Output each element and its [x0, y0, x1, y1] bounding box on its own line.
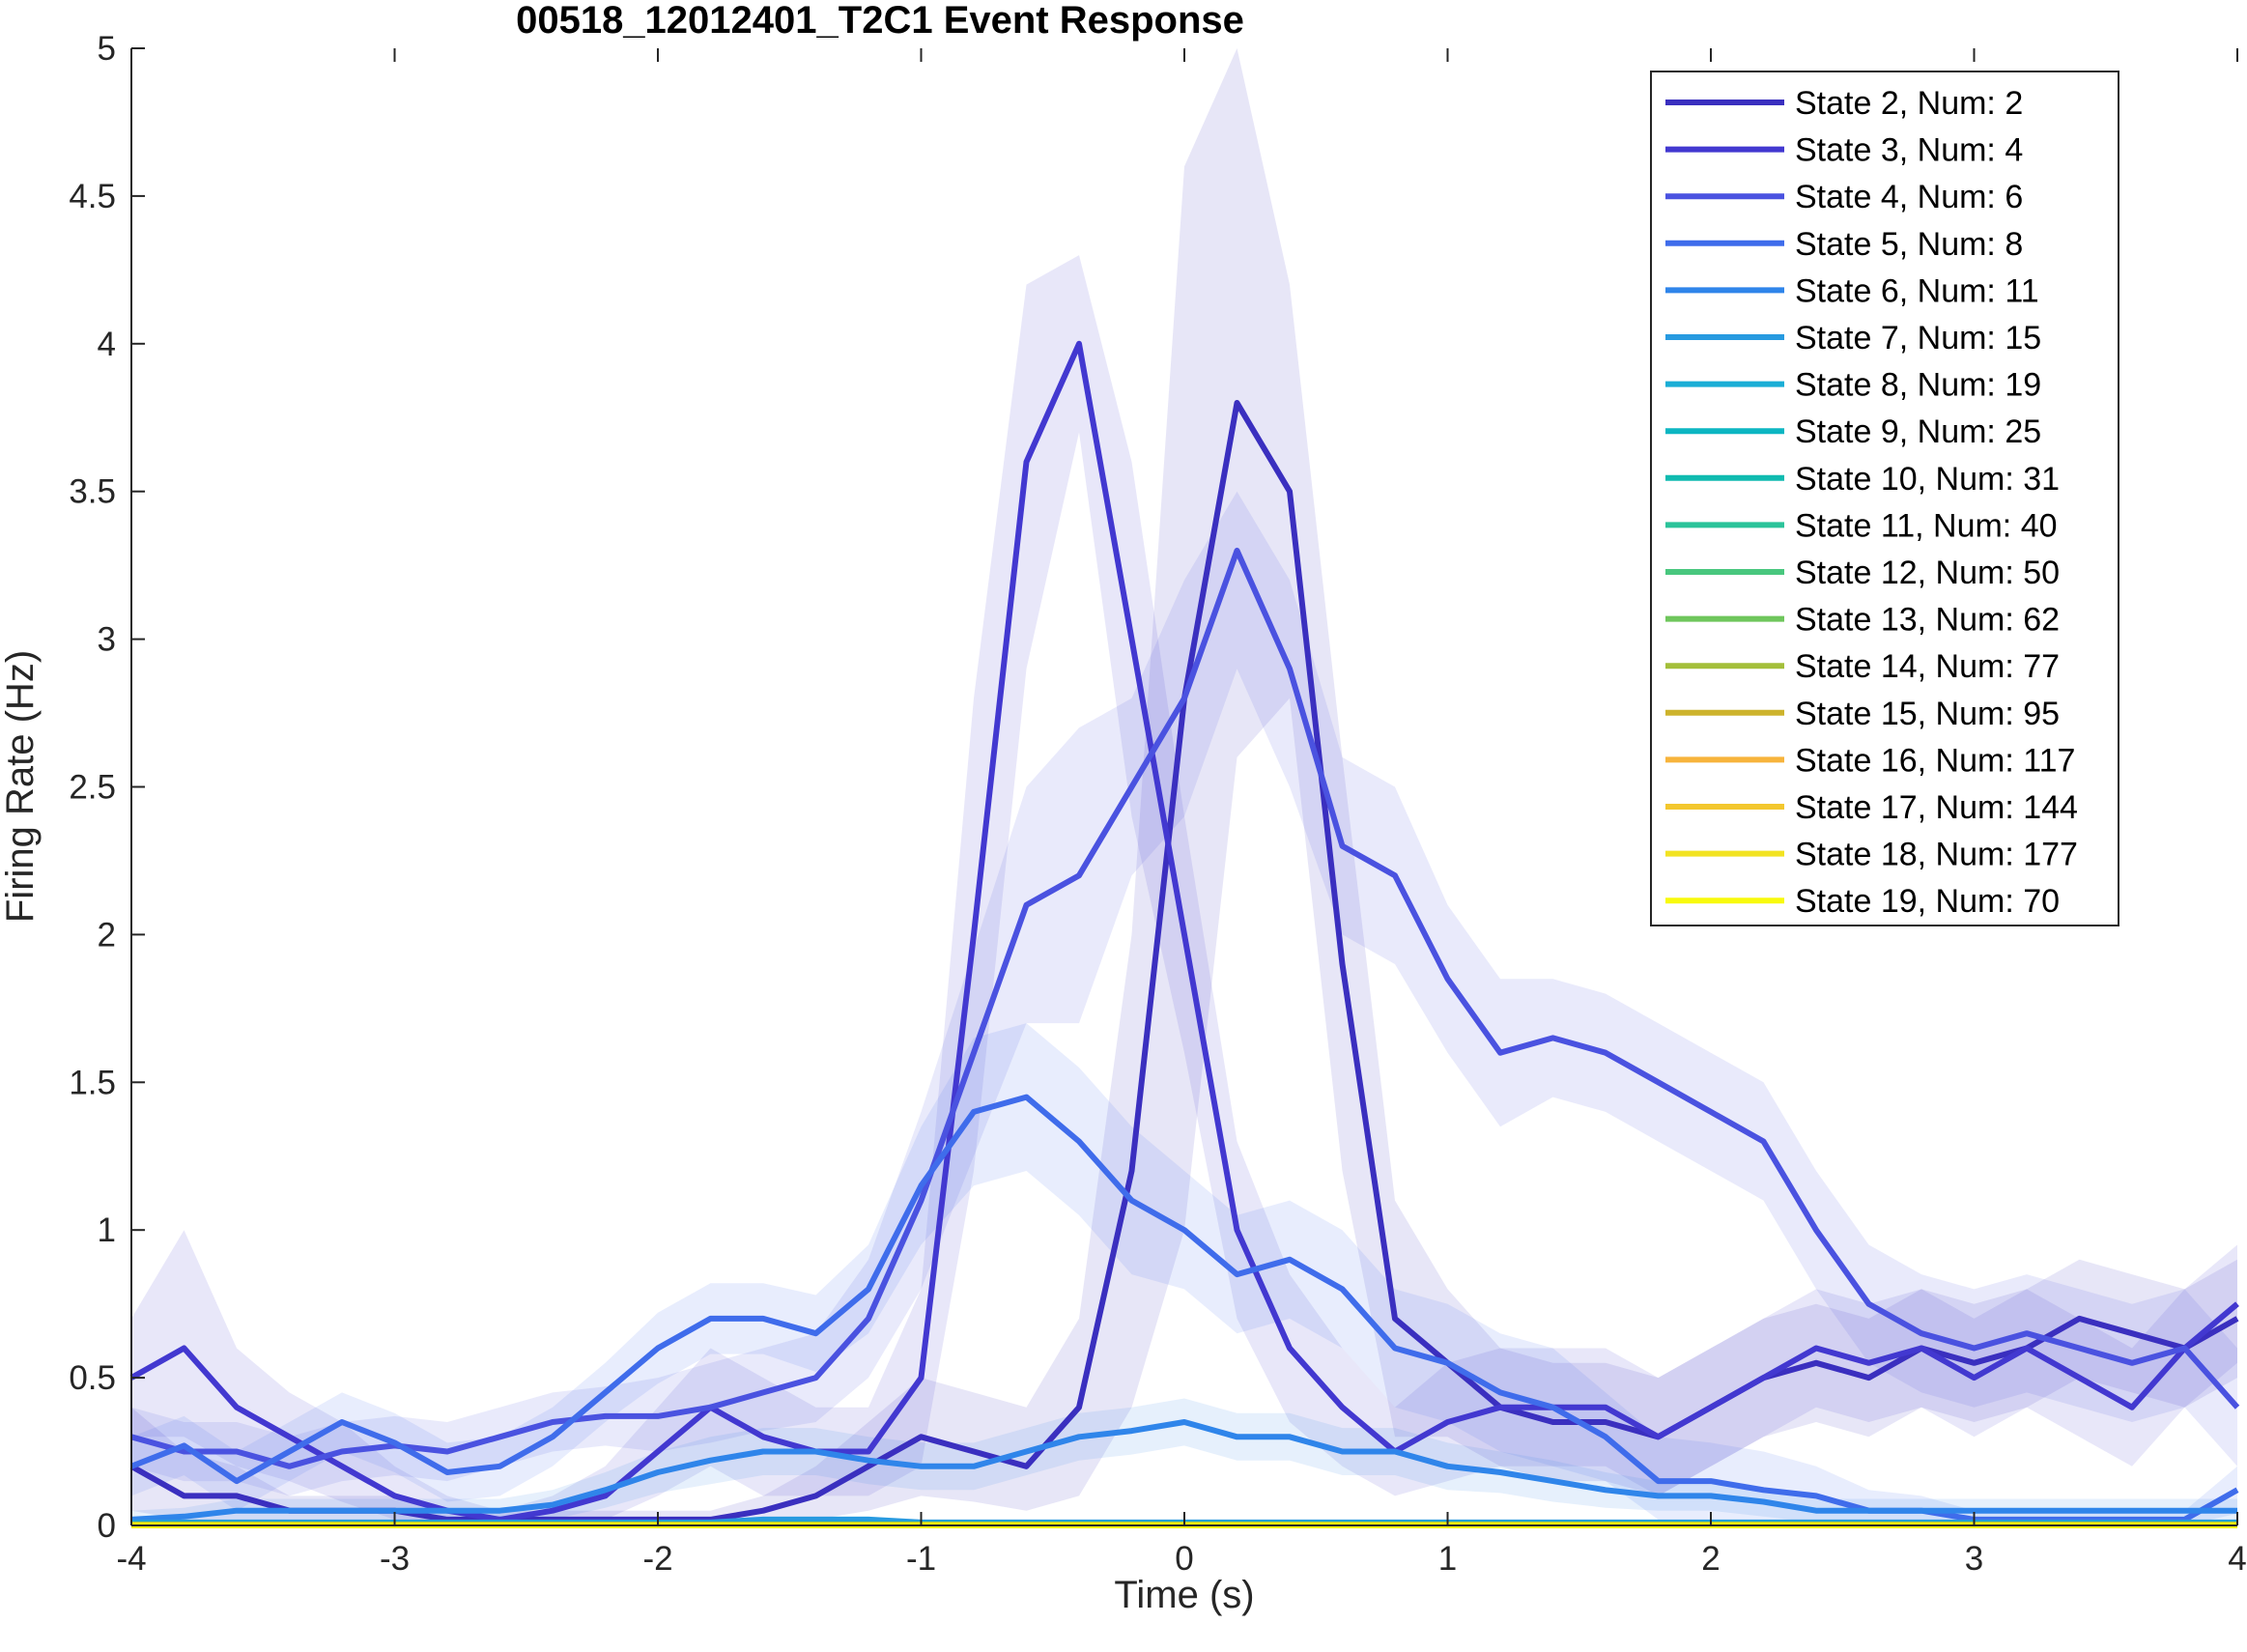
y-tick-label: 2.5 [69, 769, 116, 807]
y-tick-label: 5 [98, 30, 116, 68]
y-tick-label: 1 [98, 1211, 116, 1249]
chart-title: 00518_12012401_T2C1 Event Response [516, 0, 1244, 42]
x-tick-label: 2 [1701, 1540, 1720, 1578]
legend-label: State 18, Num: 177 [1795, 837, 2078, 873]
x-ticks: -4 -3 -2 -1 0 1 2 3 4 [116, 48, 2247, 1578]
y-tick-label: 3 [98, 621, 116, 659]
y-tick-label: 3.5 [69, 473, 116, 511]
x-axis-label: Time (s) [1114, 1574, 1254, 1616]
legend-label: State 5, Num: 8 [1795, 226, 2023, 263]
legend-label: State 15, Num: 95 [1795, 696, 2060, 732]
y-tick-label: 4.5 [69, 178, 116, 215]
y-tick-label: 1.5 [69, 1064, 116, 1101]
legend-box [1650, 71, 2119, 926]
x-tick-label: 1 [1438, 1540, 1457, 1578]
x-tick-label: -3 [380, 1540, 410, 1578]
band-state-5-num-8 [131, 1023, 2237, 1525]
y-axis-label: Firing Rate (Hz) [0, 650, 42, 923]
legend-label: State 13, Num: 62 [1795, 602, 2060, 639]
x-tick-label: -1 [906, 1540, 936, 1578]
y-tick-label: 0.5 [69, 1359, 116, 1397]
legend-label: State 19, Num: 70 [1795, 883, 2060, 920]
line-state-3-num-4 [129, 340, 2239, 1523]
line-state-6-num-11 [130, 1419, 2237, 1523]
x-tick-label: -4 [116, 1540, 146, 1578]
y-ticks: 0 0.5 1 1.5 2 2.5 3 3.5 4 4.5 5 [69, 30, 145, 1545]
legend-label: State 12, Num: 50 [1795, 555, 2060, 591]
legend-label: State 7, Num: 15 [1795, 320, 2041, 356]
legend-label: State 3, Num: 4 [1795, 132, 2023, 169]
y-tick-label: 0 [98, 1507, 116, 1545]
legend-label: State 17, Num: 144 [1795, 789, 2078, 826]
legend-label: State 16, Num: 117 [1795, 742, 2075, 779]
legend-label: State 10, Num: 31 [1795, 461, 2060, 498]
y-tick-label: 2 [98, 916, 116, 954]
legend-label: State 14, Num: 77 [1795, 648, 2060, 685]
line-state-4-num-6 [130, 547, 2240, 1469]
band-state-3-num-4 [131, 255, 2237, 1526]
legend-label: State 9, Num: 25 [1795, 413, 2041, 450]
x-tick-label: 4 [2228, 1540, 2246, 1578]
legend-label: State 6, Num: 11 [1795, 272, 2039, 309]
y-tick-label: 4 [98, 326, 116, 363]
x-tick-label: -2 [642, 1540, 672, 1578]
legend-label: State 11, Num: 40 [1795, 507, 2058, 544]
legend-label: State 4, Num: 6 [1795, 179, 2023, 215]
legend-label: State 8, Num: 19 [1795, 367, 2041, 404]
x-tick-label: 0 [1175, 1540, 1193, 1578]
band-state-2-num-2 [131, 48, 2237, 1525]
legend-label: State 2, Num: 2 [1795, 85, 2023, 122]
legend: State 2, Num: 2 State 3, Num: 4 State 4, N… [1650, 71, 2119, 926]
x-tick-label: 3 [1965, 1540, 1983, 1578]
